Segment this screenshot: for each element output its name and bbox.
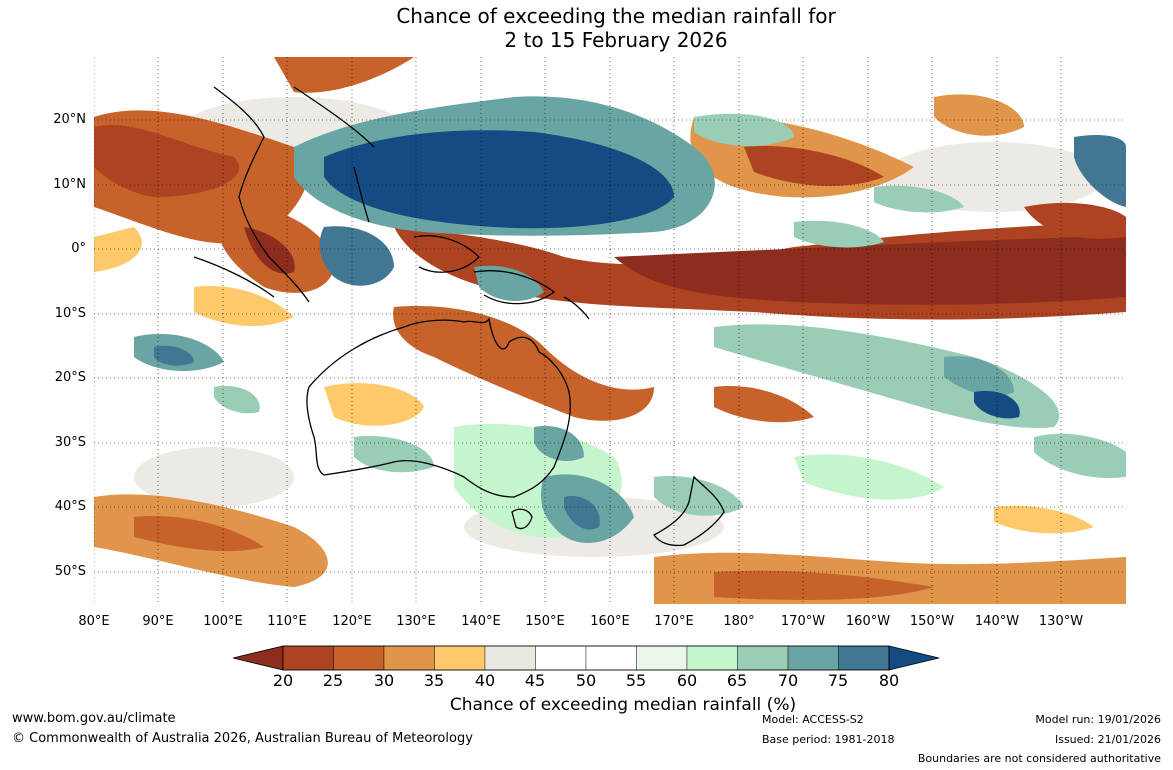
colorbar-segment — [383, 645, 435, 671]
map-title: Chance of exceeding the median rainfall … — [0, 4, 1173, 52]
lon-label: 160°W — [845, 614, 891, 629]
colorbar-segment — [585, 645, 637, 671]
colorbar-tick: 35 — [423, 671, 445, 690]
lon-label: 130°E — [396, 614, 436, 629]
below-median-regions — [94, 57, 1126, 604]
lon-label: 170°W — [780, 614, 826, 629]
above-median-regions — [134, 96, 1126, 544]
colorbar-segments — [232, 645, 940, 671]
colorbar-tick: 65 — [726, 671, 748, 690]
colorbar-tick: 25 — [322, 671, 344, 690]
colorbar-tick: 75 — [827, 671, 849, 690]
lon-label: 100°E — [203, 614, 243, 629]
title-line-2: 2 to 15 February 2026 — [504, 28, 728, 52]
title-line-1: Chance of exceeding the median rainfall … — [396, 4, 836, 28]
coastlines — [193, 86, 725, 547]
colorbar-segment — [535, 645, 587, 671]
graticule — [94, 57, 1126, 604]
colorbar-tick: 50 — [575, 671, 597, 690]
colorbar — [232, 645, 940, 671]
colorbar-tick: 20 — [272, 671, 294, 690]
lon-label: 150°E — [525, 614, 565, 629]
lat-label: 20°N — [53, 112, 86, 127]
colorbar-segment — [333, 645, 385, 671]
lon-label: 120°E — [332, 614, 372, 629]
colorbar-segment — [838, 645, 890, 671]
rainfall-map — [94, 57, 1126, 604]
copyright-text: © Commonwealth of Australia 2026, Austra… — [12, 731, 473, 746]
lon-label: 80°E — [78, 614, 110, 629]
base-period-text: Base period: 1981-2018 — [762, 733, 895, 746]
lon-label: 150°W — [909, 614, 955, 629]
lon-label: 130°W — [1038, 614, 1084, 629]
lat-label: 30°S — [54, 435, 86, 450]
lat-label: 50°S — [54, 564, 86, 579]
colorbar-tick: 45 — [524, 671, 546, 690]
map-canvas — [94, 57, 1126, 604]
lon-label: 90°E — [142, 614, 174, 629]
lat-label: 40°S — [54, 499, 86, 514]
issued-text: Issued: 21/01/2026 — [1054, 733, 1161, 746]
colorbar-segment — [787, 645, 839, 671]
lat-label: 10°S — [54, 306, 86, 321]
colorbar-tick: 70 — [777, 671, 799, 690]
legend-title: Chance of exceeding median rainfall (%) — [449, 695, 797, 715]
colorbar-arrow-high — [888, 645, 940, 671]
disclaimer-text: Boundaries are not considered authoritat… — [917, 752, 1161, 765]
colorbar-segment — [484, 645, 536, 671]
website-text: www.bom.gov.au/climate — [12, 711, 176, 726]
colorbar-outline — [282, 645, 890, 671]
colorbar-arrow-low — [232, 645, 284, 671]
colorbar-segment — [434, 645, 486, 671]
colorbar-tick: 40 — [474, 671, 496, 690]
colorbar-segment — [737, 645, 789, 671]
colorbar-segment — [282, 645, 334, 671]
lat-label: 0° — [71, 241, 86, 256]
lat-label: 20°S — [54, 370, 86, 385]
model-run-text: Model run: 19/01/2026 — [1035, 713, 1161, 726]
colorbar-tick: 60 — [676, 671, 698, 690]
lon-label: 140°W — [974, 614, 1020, 629]
colorbar-segment — [636, 645, 688, 671]
lon-label: 160°E — [590, 614, 630, 629]
lat-label: 10°N — [53, 177, 86, 192]
colorbar-tick: 30 — [373, 671, 395, 690]
model-text: Model: ACCESS-S2 — [762, 713, 864, 726]
lon-label: 140°E — [461, 614, 501, 629]
colorbar-tick: 80 — [878, 671, 900, 690]
colorbar-tick: 55 — [625, 671, 647, 690]
lon-label: 180° — [723, 614, 755, 629]
lon-label: 110°E — [267, 614, 307, 629]
lon-label: 170°E — [654, 614, 694, 629]
colorbar-segment — [686, 645, 738, 671]
